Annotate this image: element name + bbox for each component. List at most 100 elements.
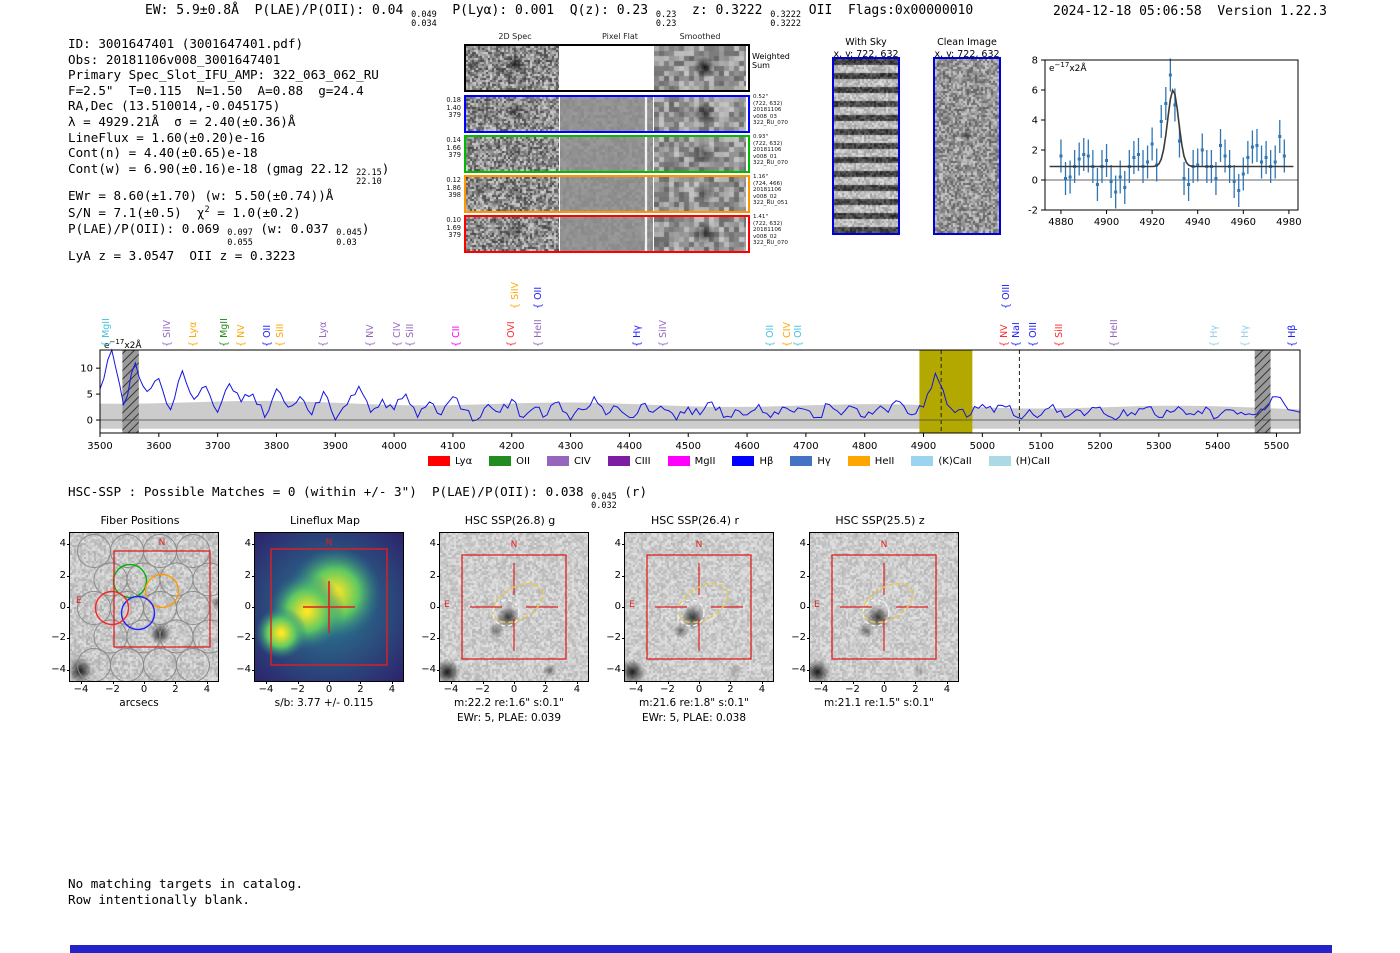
twod-spec-row xyxy=(464,175,750,213)
emission-line-label: { HeII xyxy=(1108,319,1120,347)
cutout-xlabel: s/b: 3.77 +/- 0.115 xyxy=(274,697,374,709)
svg-text:4980: 4980 xyxy=(1276,217,1301,228)
cutout-ytickmark xyxy=(622,669,625,671)
row-left-value: 0.12 xyxy=(446,176,461,184)
cutout-ytickmark xyxy=(67,669,70,671)
emission-line-label: { OII xyxy=(533,286,545,309)
svg-text:4700: 4700 xyxy=(793,441,818,452)
svg-text:e−17x2Å: e−17x2Å xyxy=(1049,61,1087,74)
legend-swatch xyxy=(607,456,630,466)
svg-text:8: 8 xyxy=(1032,56,1038,67)
cutout-ytickmark xyxy=(252,575,255,577)
info-line: ID: 3001647401 (3001647401.pdf) xyxy=(68,36,389,52)
cutout-xtickmark xyxy=(667,681,669,684)
emission-line-label: { NV xyxy=(999,324,1011,347)
text-segment: Primary Spec_Slot_IFU_AMP: 322_063_062_R… xyxy=(68,67,379,83)
emission-line-label: { SiIV xyxy=(510,281,522,309)
cutout-ytickmark xyxy=(807,607,810,608)
row-left-value: 398 xyxy=(448,191,461,200)
sup-sub-stack: 0.097 0.055 xyxy=(227,228,253,248)
row-annotation-line: v008_02 xyxy=(753,193,777,200)
cutout-canvas xyxy=(810,533,958,681)
legend-item: Hβ xyxy=(732,456,773,467)
cutout-ytickmark xyxy=(807,638,810,640)
cutout-canvas xyxy=(440,533,588,681)
cutout-overlay: NE xyxy=(76,534,218,681)
info-line: Cont(n) = 4.40(±0.65)e-18 xyxy=(68,145,389,161)
twod-row-annotation: 1.16" (724, 466) 20181106 v008_02 322_RU_051 xyxy=(753,174,788,207)
cutout-ytick: 2 xyxy=(59,569,66,581)
emission-line-label: { NV xyxy=(365,324,377,347)
svg-text:E: E xyxy=(629,600,635,610)
cutout-ytickmark xyxy=(807,544,810,546)
cutout-xtick: −2 xyxy=(475,684,490,695)
clean-image-title: Clean Image xyxy=(937,37,997,48)
cutout-xtickmark xyxy=(206,681,208,684)
cutout-xtick: −4 xyxy=(258,684,274,695)
svg-text:N: N xyxy=(881,540,888,550)
sup-sub-stack: 0.045 0.032 xyxy=(591,491,617,511)
row-left-value: 379 xyxy=(448,151,461,160)
smoothed-image xyxy=(654,46,746,90)
text-segment: EWr = 8.60(±1.70) (w: 5.50(±0.74))Å xyxy=(68,187,334,203)
note-line-text: No matching targets in catalog. xyxy=(68,876,304,891)
legend-label: Lyα xyxy=(455,455,473,467)
cutout-xtick: −4 xyxy=(73,684,89,695)
legend-item: (H)CaII xyxy=(988,456,1050,467)
cutout-ytick: −2 xyxy=(791,632,806,644)
cutout-ytick: −4 xyxy=(606,663,621,675)
svg-text:N: N xyxy=(326,538,333,548)
twod-spec-image xyxy=(466,217,559,251)
text-segment: = 1.0(±0.2) xyxy=(209,205,301,221)
cutout-xtickmark xyxy=(761,681,763,684)
cutout-xtickmark xyxy=(915,681,917,684)
twod-spec-row xyxy=(464,95,750,133)
superscript: 2 xyxy=(204,205,210,216)
cutout-xtickmark xyxy=(144,681,145,684)
cutout-ytick: 2 xyxy=(244,569,251,581)
cutout-xtickmark xyxy=(451,681,453,684)
svg-text:4900: 4900 xyxy=(1094,217,1119,228)
smoothed-image xyxy=(654,137,746,171)
cutout-ytick: −2 xyxy=(236,632,251,644)
cutout-ytick: 0 xyxy=(59,601,66,612)
svg-text:3900: 3900 xyxy=(323,441,348,452)
pixel-flat-image xyxy=(560,137,653,171)
emission-line-label: { Hγ xyxy=(1240,325,1252,347)
cutout-xtick: 0 xyxy=(325,684,333,695)
row-annotation-line: 20181106 xyxy=(753,147,782,154)
cutout-ytickmark xyxy=(622,607,625,608)
report-timestamp: 2024-12-18 05:06:58 Version 1.22.3 xyxy=(1053,4,1327,19)
svg-text:4960: 4960 xyxy=(1231,217,1256,228)
svg-text:e−17x2Å: e−17x2Å xyxy=(104,338,142,351)
cutout-xtick: 0 xyxy=(695,684,703,695)
svg-text:0: 0 xyxy=(1032,176,1038,187)
info-line: Obs: 20181106v008_3001647401 xyxy=(68,52,389,68)
text-segment: (r) xyxy=(616,484,648,499)
pixel-flat-image xyxy=(560,177,653,211)
svg-text:3700: 3700 xyxy=(205,441,230,452)
pixel-flat-image xyxy=(560,97,653,131)
svg-text:0: 0 xyxy=(87,416,93,427)
cutout-xtick: 4 xyxy=(758,684,766,695)
cutout-xtickmark xyxy=(482,681,484,684)
cutout-ytick: 4 xyxy=(429,538,436,550)
svg-text:4300: 4300 xyxy=(558,441,583,452)
cutout-ytick: 0 xyxy=(429,601,436,612)
cutout-xtick: 0 xyxy=(140,684,148,695)
sup-sub-stack: 0.3222 0.3222 xyxy=(770,9,801,29)
twod-spec-image xyxy=(466,177,559,211)
cutout-xlabel: m:21.1 re:1.5" s:0.1" xyxy=(824,697,934,709)
row-annotation-line: 0.93" xyxy=(753,134,769,140)
svg-text:-2: -2 xyxy=(1028,206,1038,217)
svg-text:5: 5 xyxy=(87,390,93,401)
twod-spec-row xyxy=(464,44,750,92)
emission-line-label: { SiIV xyxy=(657,319,669,347)
cutout-ytick: −4 xyxy=(421,663,436,675)
cutout-xtickmark xyxy=(391,681,393,684)
row-annotation-line: (724, 466) xyxy=(753,180,783,187)
text-segment: F=2.5" T=0.115 N=1.50 A=0.88 g=24.4 xyxy=(68,82,364,98)
clean-image xyxy=(935,59,999,233)
